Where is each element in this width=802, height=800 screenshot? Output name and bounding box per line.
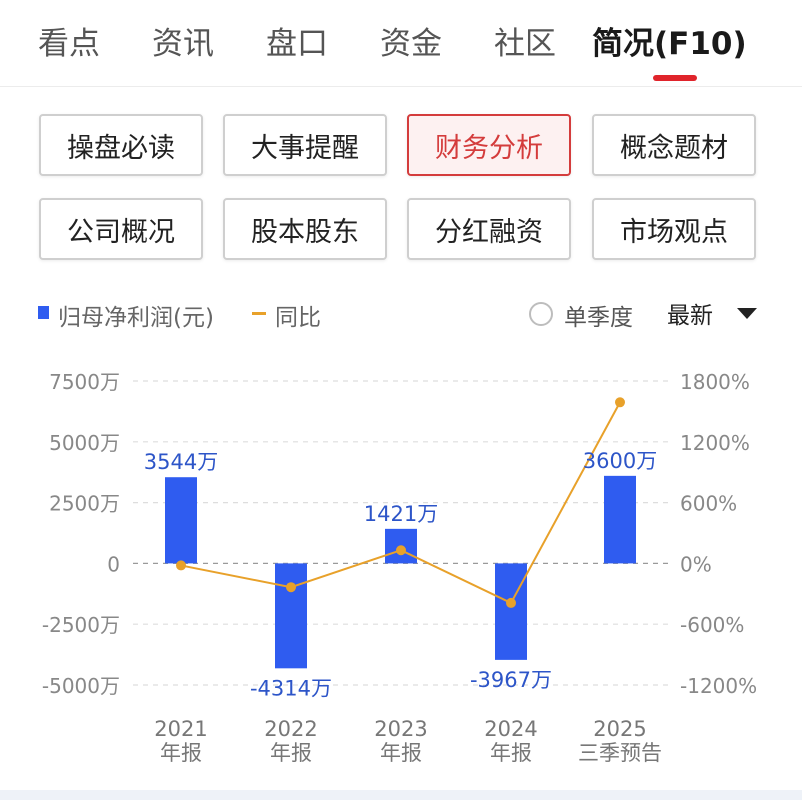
left-axis-tick-label: -2500万 bbox=[42, 613, 120, 637]
x-axis-label-year: 2024 bbox=[484, 717, 537, 741]
right-axis-tick-label: 1200% bbox=[680, 431, 750, 455]
chevron-down-icon[interactable] bbox=[737, 308, 757, 319]
x-axis-label-period: 年报 bbox=[160, 741, 202, 765]
top-tab-bar: 看点 资讯 盘口 资金 社区 简况(F10) bbox=[0, 0, 802, 87]
yoy-point-2025 bbox=[615, 397, 625, 408]
left-axis-tick-label: 0 bbox=[107, 552, 120, 576]
section-concepts-button[interactable]: 概念题材 bbox=[592, 114, 756, 176]
legend-bar-label: 归母净利润(元) bbox=[58, 305, 214, 331]
x-axis-label-year: 2021 bbox=[154, 717, 207, 741]
profit-chart: 7500万 5000万 2500万 0 -2500万 -5000万 1800% 1200% 60… bbox=[42, 370, 757, 765]
right-axis-tick-label: 1800% bbox=[680, 370, 750, 394]
tab-news[interactable]: 资讯 bbox=[152, 26, 214, 62]
quarter-toggle-label[interactable]: 单季度 bbox=[564, 305, 633, 331]
x-axis-label-period: 年报 bbox=[380, 741, 422, 765]
tab-f10-profile[interactable]: 简况(F10) bbox=[592, 26, 747, 62]
tab-funds[interactable]: 资金 bbox=[380, 26, 442, 62]
legend-line-label: 同比 bbox=[275, 305, 321, 331]
x-axis-label-period: 年报 bbox=[490, 741, 532, 765]
yoy-point-2022 bbox=[286, 582, 296, 593]
section-shareholders-button[interactable]: 股本股东 bbox=[223, 198, 387, 260]
tab-quote[interactable]: 盘口 bbox=[266, 26, 328, 62]
legend-bar-swatch bbox=[38, 306, 49, 319]
bar-value-label: -4314万 bbox=[250, 676, 332, 700]
x-axis-label-year: 2025 bbox=[593, 717, 646, 741]
right-axis-tick-label: -600% bbox=[680, 613, 744, 637]
section-events-button[interactable]: 大事提醒 bbox=[223, 114, 387, 176]
legend-line-swatch bbox=[252, 312, 266, 315]
tab-community[interactable]: 社区 bbox=[494, 26, 556, 62]
left-axis-tick-label: 5000万 bbox=[49, 431, 120, 455]
period-select[interactable]: 最新 bbox=[667, 303, 713, 329]
bar-value-label: 3544万 bbox=[144, 450, 218, 474]
yoy-point-2023 bbox=[396, 545, 406, 556]
bar-2025 bbox=[604, 475, 636, 564]
tab-kandian[interactable]: 看点 bbox=[38, 26, 100, 62]
yoy-point-2024 bbox=[506, 597, 516, 608]
bar-value-label: 1421万 bbox=[364, 502, 438, 526]
left-axis-tick-label: 2500万 bbox=[49, 492, 120, 516]
x-axis-label-period: 年报 bbox=[270, 741, 312, 765]
bar-value-label: 3600万 bbox=[583, 449, 657, 473]
x-axis-label-period: 三季预告 bbox=[578, 741, 662, 765]
x-axis-label-year: 2022 bbox=[264, 717, 317, 741]
quarter-toggle-radio[interactable] bbox=[529, 302, 553, 326]
section-financial-analysis-button[interactable]: 财务分析 bbox=[407, 114, 571, 176]
section-company-profile-button[interactable]: 公司概况 bbox=[39, 198, 203, 260]
right-axis-tick-label: 0% bbox=[680, 552, 712, 576]
right-axis-tick-label: -1200% bbox=[680, 674, 757, 698]
bar-2024 bbox=[495, 563, 527, 660]
right-axis-tick-label: 600% bbox=[680, 492, 737, 516]
bar-2021 bbox=[165, 477, 197, 564]
x-axis-label-year: 2023 bbox=[374, 717, 427, 741]
section-trading-guide-button[interactable]: 操盘必读 bbox=[39, 114, 203, 176]
bar-2022 bbox=[275, 563, 307, 669]
bar-value-label: -3967万 bbox=[470, 668, 552, 692]
bottom-bar bbox=[0, 790, 802, 800]
left-axis-tick-label: 7500万 bbox=[49, 370, 120, 394]
section-dividends-button[interactable]: 分红融资 bbox=[407, 198, 571, 260]
section-market-views-button[interactable]: 市场观点 bbox=[592, 198, 756, 260]
yoy-point-2021 bbox=[176, 560, 186, 571]
left-axis-tick-label: -5000万 bbox=[42, 674, 120, 698]
active-tab-indicator bbox=[653, 75, 697, 81]
